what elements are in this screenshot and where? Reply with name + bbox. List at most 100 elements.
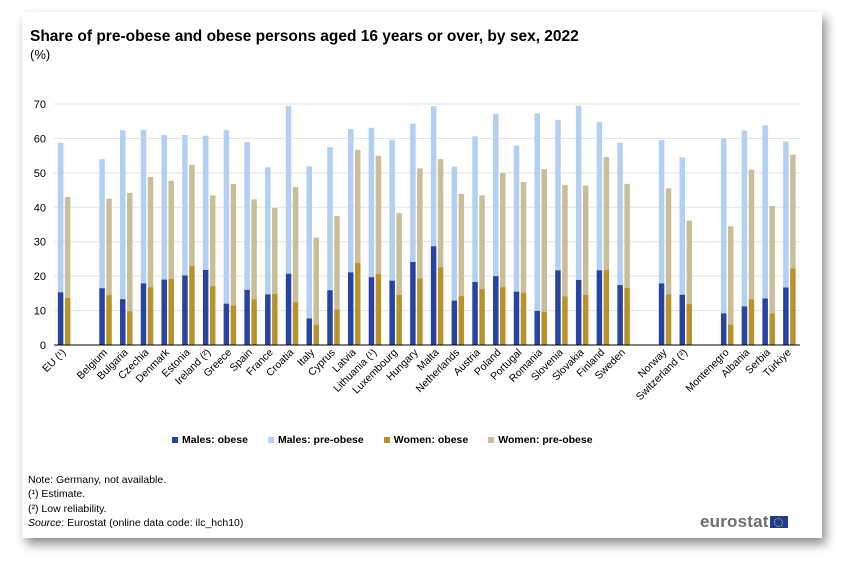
legend-item: Males: pre-obese <box>267 434 364 446</box>
bar-segment-males-obese <box>223 303 230 345</box>
legend-swatch <box>383 437 390 443</box>
bar-segment-women-pre-obese <box>686 220 693 305</box>
bar-segment-males-pre-obese <box>120 130 126 300</box>
bar-segment-women-obese <box>209 286 216 345</box>
legend-swatch <box>172 437 178 443</box>
y-tick-label: 50 <box>34 168 46 180</box>
bar-segment-males-pre-obese <box>410 123 416 263</box>
bar-segment-males-obese <box>368 277 375 345</box>
bar-segment-males-pre-obese <box>596 121 603 271</box>
bar-segment-males-obese <box>182 275 188 345</box>
bar-segment-males-pre-obese <box>472 136 478 282</box>
bar-segment-males-obese <box>617 285 623 345</box>
bar-segment-women-obese <box>520 292 527 345</box>
bar-segment-males-pre-obese <box>223 129 230 304</box>
bar-segment-males-obese <box>430 246 437 345</box>
bar-segment-males-pre-obese <box>658 140 665 284</box>
bar-segment-males-pre-obese <box>306 166 313 319</box>
bar-segment-women-pre-obese <box>334 215 340 310</box>
bar-segment-women-pre-obese <box>106 198 112 296</box>
bar-segment-women-pre-obese <box>790 154 796 269</box>
bar-segment-males-pre-obese <box>140 129 147 284</box>
bar-segment-women-pre-obese <box>396 213 402 295</box>
bar-segment-women-pre-obese <box>127 192 133 312</box>
bar-segment-women-obese <box>417 278 423 345</box>
bar-segment-males-obese <box>306 318 313 345</box>
bar-segment-women-pre-obese <box>437 159 444 268</box>
bar-segment-males-obese <box>513 291 520 345</box>
bar-segment-women-pre-obese <box>769 205 775 314</box>
bar-segment-males-obese <box>493 276 499 345</box>
bar-segment-women-obese <box>292 302 299 345</box>
chart-unit: (%) <box>30 47 51 62</box>
bar-segment-women-pre-obese <box>562 184 568 297</box>
bar-segment-women-obese <box>686 304 693 345</box>
chart-title: Share of pre-obese and obese persons age… <box>30 28 579 45</box>
bar-segment-women-pre-obese <box>582 185 589 295</box>
bar-segment-males-obese <box>783 287 789 345</box>
bar-segment-women-pre-obese <box>272 207 278 295</box>
bar-segment-women-obese <box>437 267 444 345</box>
bar-segment-women-obese <box>603 269 610 345</box>
y-tick-label: 30 <box>34 237 46 249</box>
bar-segment-males-obese <box>410 262 416 345</box>
eurostat-logo: eurostat <box>700 512 788 532</box>
bar-segment-women-obese <box>396 294 402 345</box>
bar-segment-males-pre-obese <box>720 138 727 314</box>
bar-segment-women-obese <box>189 265 195 345</box>
bar-segment-women-pre-obese <box>168 180 174 279</box>
bar-segment-males-obese <box>679 294 686 345</box>
legend-item: Women: pre-obese <box>488 434 593 446</box>
footnote-estimate: (¹) Estimate. <box>28 488 86 501</box>
bar-segment-males-pre-obese <box>534 113 540 311</box>
bar-segment-males-obese <box>555 270 561 345</box>
bar-segment-women-obese <box>748 299 755 345</box>
bar-segment-women-pre-obese <box>313 237 320 325</box>
bar-segment-males-pre-obese <box>285 106 292 274</box>
bar-segment-males-pre-obese <box>244 142 250 290</box>
bar-segment-women-obese <box>147 287 154 345</box>
bar-segment-women-pre-obese <box>189 164 195 266</box>
bar-segment-males-pre-obese <box>741 130 748 307</box>
bar-segment-males-obese <box>472 281 478 345</box>
bar-segment-women-obese <box>334 309 340 345</box>
bar-segment-women-pre-obese <box>375 155 382 275</box>
bar-segment-males-pre-obese <box>575 105 582 280</box>
bar-segment-women-pre-obese <box>603 157 610 270</box>
bar-segment-women-obese <box>272 294 278 345</box>
y-tick-label: 0 <box>40 340 46 352</box>
logo-text: eurostat <box>700 512 769 531</box>
bar-segment-males-obese <box>347 272 354 345</box>
bar-segment-males-obese <box>161 279 167 345</box>
bar-segment-women-pre-obese <box>479 195 485 289</box>
bar-segment-women-obese <box>727 324 734 345</box>
bar-segment-males-pre-obese <box>617 142 623 286</box>
eu-flag-icon <box>769 516 788 528</box>
bar-segment-women-obese <box>251 299 257 345</box>
legend-swatch <box>267 437 274 443</box>
bar-segment-women-pre-obese <box>520 182 527 293</box>
bar-segment-women-obese <box>500 287 506 345</box>
bar-segment-males-pre-obese <box>202 135 209 270</box>
bar-segment-males-obese <box>244 289 250 345</box>
y-tick-label: 40 <box>34 202 46 214</box>
bar-segment-males-pre-obese <box>513 145 520 292</box>
bar-segment-males-obese <box>202 269 209 345</box>
bar-segment-males-pre-obese <box>389 139 395 281</box>
bar-segment-males-pre-obese <box>451 166 458 301</box>
bar-segment-women-obese <box>375 274 382 345</box>
bar-segment-women-obese <box>479 288 485 345</box>
bar-segment-males-obese <box>451 300 458 345</box>
bar-segment-women-obese <box>230 305 237 345</box>
bar-segment-males-pre-obese <box>368 127 375 278</box>
legend-label: Males: pre-obese <box>277 434 364 446</box>
bar-segment-males-obese <box>99 288 105 345</box>
source-label: Source <box>28 516 62 529</box>
bar-segment-women-pre-obese <box>748 169 755 300</box>
bar-segment-males-pre-obese <box>161 134 167 280</box>
bar-segment-women-obese <box>313 324 320 345</box>
bar-segment-women-obese <box>790 268 796 345</box>
bar-segment-women-pre-obese <box>354 149 361 264</box>
footnote-low-reliability: (²) Low reliability. <box>28 502 107 515</box>
